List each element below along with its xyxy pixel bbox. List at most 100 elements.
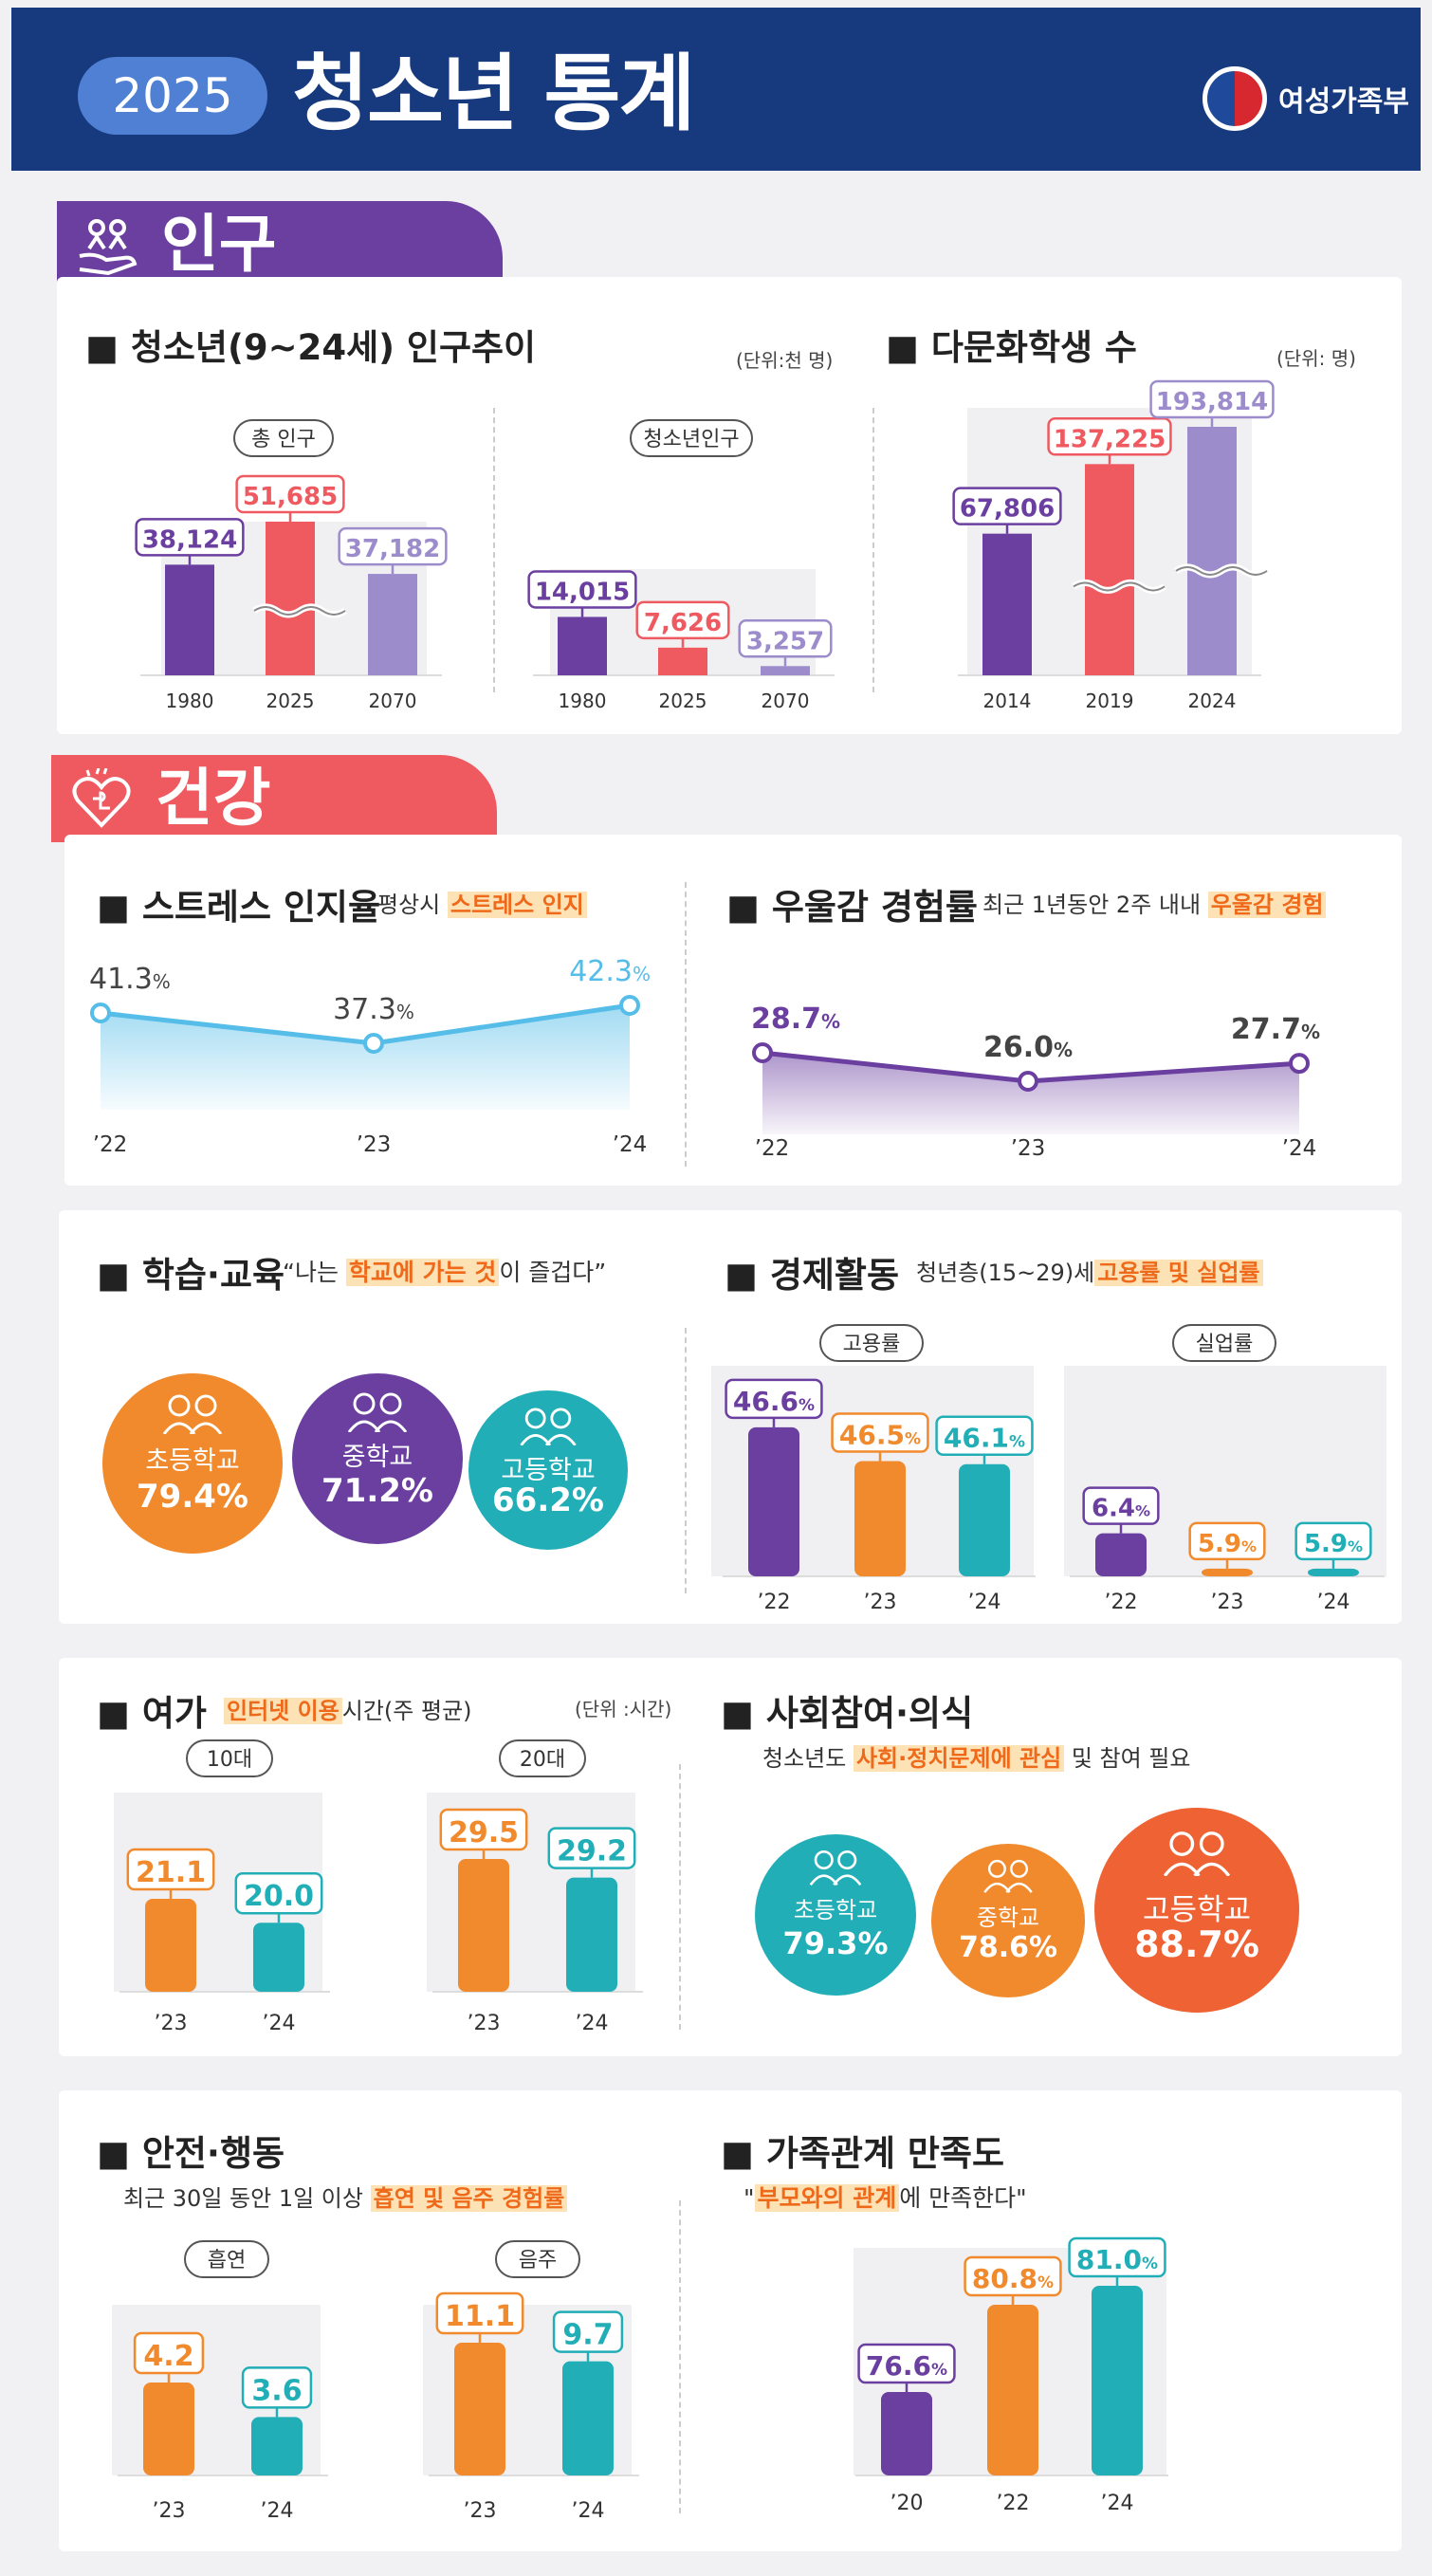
data-label-unit: % [1142,2254,1158,2273]
x-tick-label: 2024 [1188,690,1237,712]
total-population-chart: 38,124 1980 51,685 2025 37,182 2070 [135,474,448,712]
x-tick-label: ’24 [968,1591,1001,1614]
bar [959,1463,1010,1576]
x-tick-label: ’23 [864,1591,897,1614]
x-tick-label: ’23 [468,2012,501,2035]
data-label: 20.0 [244,1880,314,1913]
bar [566,1877,617,1992]
internet-teens-chart: 21.1 ’23 20.0 ’24 [114,1793,330,2035]
x-tick-label: ’22 [1105,1591,1138,1614]
circle-value: 79.4% [137,1478,248,1516]
x-tick-label: 1980 [559,690,607,712]
axis-break [1073,581,1166,592]
heart-puzzle-icon [72,768,131,828]
bar [1308,1568,1359,1576]
ministry-name: 여성가족부 [1278,85,1409,119]
drinking-chart: 11.1 ’23 9.7 ’24 [423,2291,639,2523]
divider [685,1328,687,1593]
bar [854,1461,906,1576]
education-elementary-circle: 초등학교 79.4% [102,1373,283,1554]
stress-subtitle: 평상시 스트레스 인지 [377,886,587,919]
depression-title: ■ 우울감 경험률 [726,887,978,928]
x-tick-label: ’23 [153,2499,186,2523]
total-population-label: 총 인구 [233,419,334,457]
circle-label: 중학교 [341,1443,413,1472]
x-tick-label: 2014 [983,690,1032,712]
data-point [90,1003,111,1023]
education-high-circle: 고등학교 66.2% [468,1390,628,1550]
divider [493,408,495,692]
economy-title: ■ 경제활동 [725,1255,899,1296]
data-label: 37,182 [345,535,440,563]
x-tick-label: ’20 [890,2492,924,2515]
circle-label: 고등학교 [501,1456,596,1485]
bar [658,647,707,675]
page-title: 청소년 통계 [292,45,695,142]
x-tick-label: ’23 [1211,1591,1244,1614]
data-label-box [635,600,730,640]
safety-title: ■ 안전·행동 [97,2133,285,2174]
leisure-subtitle: 인터넷 이용 시간(주 평균) [224,1692,472,1725]
data-label-unit: % [1135,1502,1150,1520]
family-quote: " 부모와의 관계 에 만족한다" [744,2180,1027,2214]
divider [685,882,687,1167]
bar [253,1923,304,1992]
smoking-label: 흡연 [184,2240,269,2278]
bar [562,2361,614,2475]
data-point [752,1042,773,1063]
stress-title: ■ 스트레스 인지율 [97,887,381,928]
x-tick-label: ’24 [1101,2492,1134,2515]
data-point [1289,1053,1310,1075]
circle-value: 88.7% [1134,1923,1259,1965]
depression-chart: 28.7% ’22 26.0% ’23 27.7% ’24 [751,1003,1320,1161]
x-tick-label: 2070 [369,690,417,712]
data-label-unit: % [1037,2273,1054,2292]
data-label: 137,225 [1054,425,1166,453]
bar [165,564,214,675]
students-icon [347,1392,408,1432]
students-icon [983,1859,1033,1893]
family-quote-highlight: 부모와의 관계 [754,2184,900,2212]
education-title: ■ 학습·교육 [97,1255,285,1296]
x-tick-label: 2019 [1086,690,1134,712]
economy-sub-text: 청년층(15~29)세 [916,1260,1095,1286]
bar [458,1859,509,1992]
circle-value: 71.2% [321,1472,433,1510]
circle-value: 78.6% [958,1931,1058,1964]
data-label-unit: % [1348,1537,1363,1555]
students-icon [1163,1831,1231,1876]
data-label: 37.3% [333,993,414,1026]
x-tick-label: ’22 [758,1591,791,1614]
bar [1202,1568,1253,1576]
leisure-highlight: 인터넷 이용 [224,1698,342,1724]
data-label-unit: % [931,2361,947,2380]
divider [679,1764,681,2030]
data-label: 193,814 [1156,388,1268,416]
depression-subtitle: 최근 1년동안 2주 내내 우울감 경험 [982,886,1327,919]
data-label-unit: % [1054,1039,1073,1061]
multicultural-unit: (단위: 명) [1276,347,1356,370]
x-tick-label: ’23 [464,2499,497,2523]
youth-population-chart: 14,015 1980 7,626 2025 3,257 2070 [527,569,835,712]
social-high-circle: 고등학교 88.7% [1094,1808,1299,2013]
section-label-population: 인구 [161,208,277,281]
circle-label: 고등학교 [1142,1893,1252,1927]
leisure-title: ■ 여가 [97,1693,207,1734]
bar [1187,427,1237,675]
unemployment-label: 실업률 [1172,1324,1276,1362]
leisure-unit: (단위 :시간) [575,1698,672,1720]
area-fill [762,1053,1299,1134]
header-banner: 2025 청소년 통계 여성가족부 [11,8,1421,171]
people-hand-icon [79,219,138,276]
teens-label: 10대 [186,1739,273,1777]
bar [368,574,417,675]
x-tick-label: ’24 [572,2499,605,2523]
x-tick-label: 2025 [659,690,707,712]
data-point [363,1033,384,1054]
bar [1092,2286,1143,2475]
stress-chart: 41.3% ’22 37.3% ’23 42.3% ’24 [89,955,651,1157]
data-label: 28.7% [751,1003,840,1036]
